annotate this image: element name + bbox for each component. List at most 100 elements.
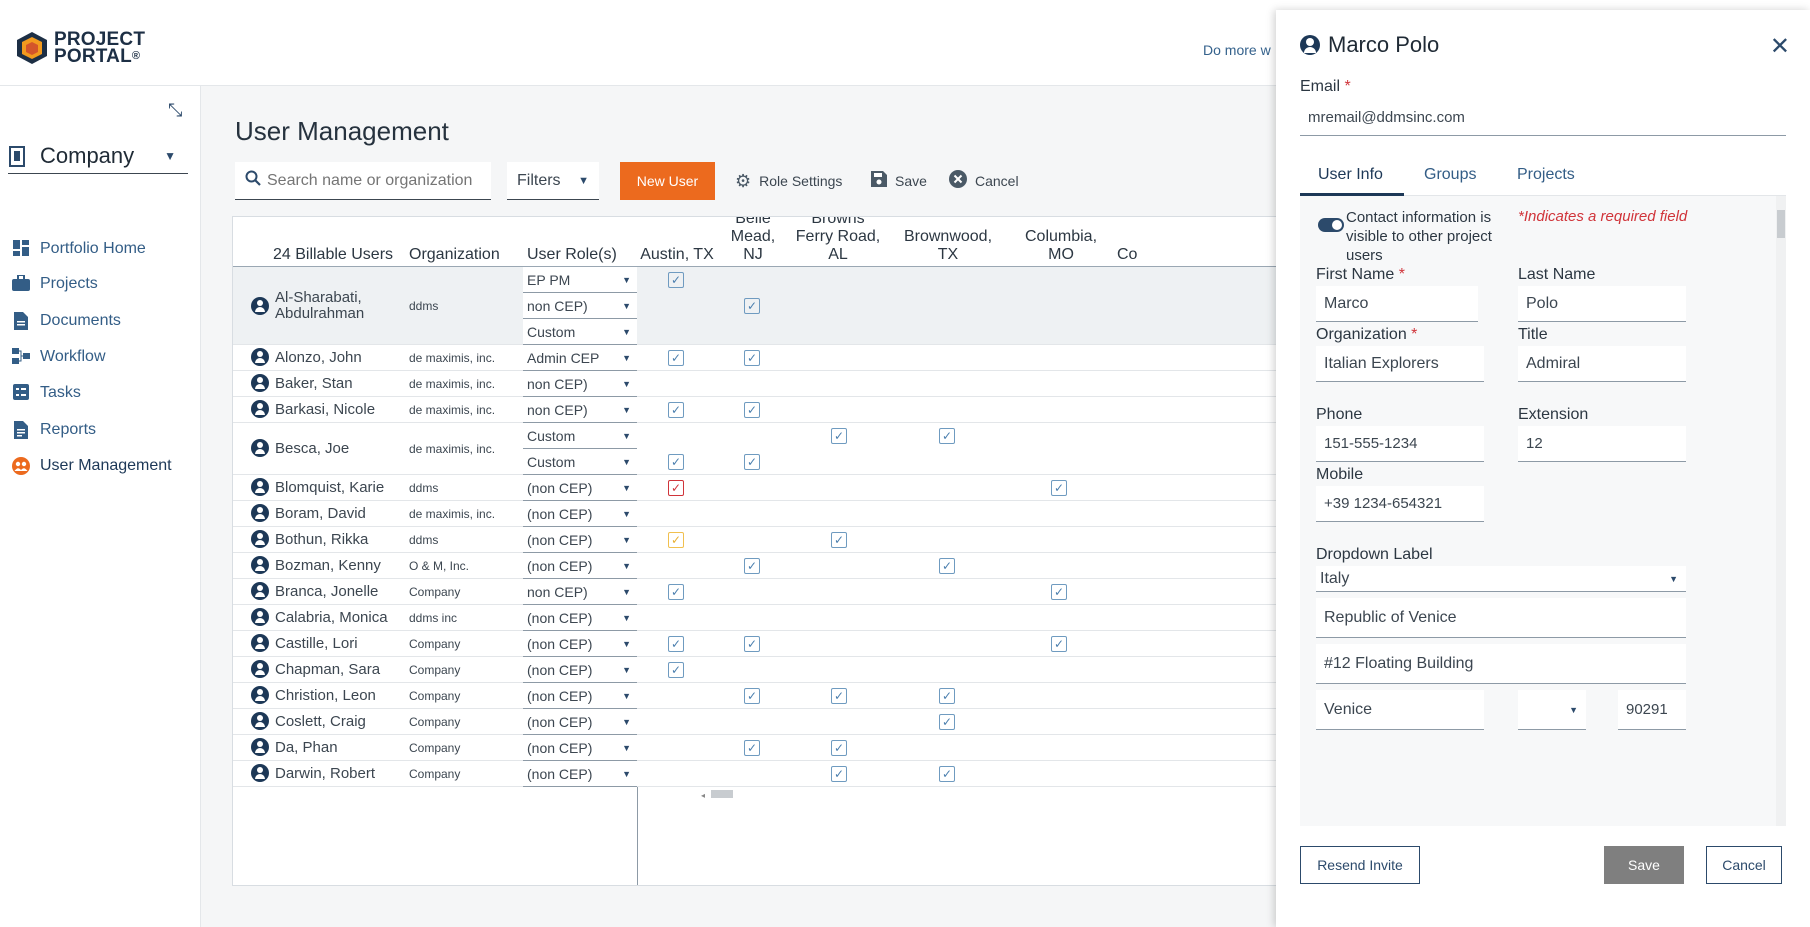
address-line-1-field[interactable]: Republic of Venice (1316, 598, 1686, 638)
table-row[interactable]: Alonzo, John de maximis, inc. Admin CEP ▼ ✓ ✓ (233, 345, 1281, 371)
role-select[interactable]: (non CEP) ▼ (523, 761, 637, 787)
location-checkbox[interactable]: ✓ (668, 272, 684, 288)
table-row[interactable]: Boram, David de maximis, inc. (non CEP) ▼ (233, 501, 1281, 527)
organization-field[interactable]: Italian Explorers (1316, 346, 1484, 382)
vertical-scrollbar[interactable] (1776, 196, 1786, 826)
city-field[interactable]: Venice (1316, 690, 1484, 730)
user-name-cell[interactable]: Al-Sharabati, Abdulrahman (251, 290, 395, 322)
user-name-cell[interactable]: Barkasi, Nicole (251, 400, 375, 418)
do-more-link[interactable]: Do more w (1203, 42, 1271, 58)
role-select[interactable]: (non CEP) ▼ (523, 527, 637, 553)
last-name-field[interactable]: Polo (1518, 286, 1686, 322)
header-location[interactable]: Co (1117, 246, 1138, 263)
phone-field[interactable]: 151-555-1234 (1316, 426, 1484, 462)
role-select[interactable]: Custom ▼ (523, 449, 637, 475)
user-name-cell[interactable]: Bothun, Rikka (251, 530, 368, 548)
location-checkbox[interactable]: ✓ (744, 558, 760, 574)
user-name-cell[interactable]: Darwin, Robert (251, 764, 375, 782)
table-row[interactable]: Blomquist, Karie ddms (non CEP) ▼ ✓ ✓ (233, 475, 1281, 501)
user-name-cell[interactable]: Castille, Lori (251, 634, 358, 652)
table-row[interactable]: Calabria, Monica ddms inc (non CEP) ▼ (233, 605, 1281, 631)
role-select[interactable]: (non CEP) ▼ (523, 631, 637, 657)
role-select[interactable]: Custom ▼ (523, 423, 637, 449)
user-name-cell[interactable]: Branca, Jonelle (251, 582, 378, 600)
header-location[interactable]: Austin, TX (640, 246, 714, 263)
close-icon[interactable]: ✕ (1769, 33, 1790, 60)
table-row[interactable]: Chapman, Sara Company (non CEP) ▼ ✓ (233, 657, 1281, 683)
location-checkbox[interactable]: ✓ (831, 532, 847, 548)
scrollbar-thumb[interactable] (1777, 210, 1785, 238)
table-row[interactable]: Baker, Stan de maximis, inc. non CEP) ▼ (233, 371, 1281, 397)
location-checkbox[interactable]: ✓ (668, 480, 684, 496)
role-select[interactable]: (non CEP) ▼ (523, 683, 637, 709)
role-select[interactable]: (non CEP) ▼ (523, 553, 637, 579)
user-name-cell[interactable]: Besca, Joe (251, 439, 349, 457)
table-row[interactable]: Christion, Leon Company (non CEP) ▼ ✓ ✓ ✓ (233, 683, 1281, 709)
location-checkbox[interactable]: ✓ (939, 766, 955, 782)
collapse-icon[interactable]: ⤡ (168, 100, 183, 120)
project-portal-logo[interactable]: PROJECT PORTAL® (14, 30, 145, 66)
header-location[interactable]: Browns Ferry Road, AL (795, 216, 881, 263)
role-select[interactable]: (non CEP) ▼ (523, 501, 637, 527)
location-checkbox[interactable]: ✓ (939, 558, 955, 574)
header-user-roles[interactable]: User Role(s) (527, 246, 617, 263)
role-select[interactable]: (non CEP) ▼ (523, 709, 637, 735)
role-select[interactable]: non CEP) ▼ (523, 579, 637, 605)
role-select[interactable]: Admin CEP ▼ (523, 345, 637, 371)
header-location[interactable]: Columbia, MO (1024, 228, 1098, 263)
cancel-button[interactable]: Cancel (949, 162, 1019, 200)
table-row[interactable]: Bothun, Rikka ddms (non CEP) ▼ ✓ ✓ (233, 527, 1281, 553)
location-checkbox[interactable]: ✓ (831, 428, 847, 444)
location-checkbox[interactable]: ✓ (939, 688, 955, 704)
location-checkbox[interactable]: ✓ (744, 402, 760, 418)
drawer-cancel-button[interactable]: Cancel (1706, 846, 1782, 884)
tab-groups[interactable]: Groups (1424, 166, 1477, 183)
role-select[interactable]: non CEP) ▼ (523, 293, 637, 319)
title-field[interactable]: Admiral (1518, 346, 1686, 382)
email-field[interactable]: mremail@ddmsinc.com (1300, 100, 1786, 136)
role-select[interactable]: EP PM ▼ (523, 267, 637, 293)
search-input[interactable] (267, 171, 487, 190)
zip-field[interactable]: 90291 (1618, 690, 1686, 730)
role-select[interactable]: non CEP) ▼ (523, 371, 637, 397)
user-name-cell[interactable]: Baker, Stan (251, 374, 353, 392)
company-selector[interactable]: Company ▼ (8, 138, 188, 174)
location-checkbox[interactable]: ✓ (668, 636, 684, 652)
location-checkbox[interactable]: ✓ (668, 402, 684, 418)
location-checkbox[interactable]: ✓ (744, 688, 760, 704)
contact-visibility-toggle[interactable] (1318, 218, 1344, 232)
location-checkbox[interactable]: ✓ (744, 298, 760, 314)
user-name-cell[interactable]: Bozman, Kenny (251, 556, 381, 574)
user-name-cell[interactable]: Coslett, Craig (251, 712, 366, 730)
table-row[interactable]: Darwin, Robert Company (non CEP) ▼ ✓ ✓ (233, 761, 1281, 787)
role-select[interactable]: (non CEP) ▼ (523, 605, 637, 631)
new-user-button[interactable]: New User (620, 162, 715, 200)
location-checkbox[interactable]: ✓ (668, 584, 684, 600)
table-row[interactable]: Castille, Lori Company (non CEP) ▼ ✓ ✓ ✓ (233, 631, 1281, 657)
header-location[interactable]: Belle Mead, NJ (730, 216, 776, 263)
tab-user-info[interactable]: User Info (1300, 162, 1404, 196)
location-checkbox[interactable]: ✓ (831, 740, 847, 756)
sidebar-item-documents[interactable]: Documents (0, 306, 200, 336)
mobile-field[interactable]: +39 1234-654321 (1316, 486, 1484, 522)
header-location[interactable]: Brownwood, TX (903, 228, 993, 263)
user-name-cell[interactable]: Chapman, Sara (251, 660, 380, 678)
location-checkbox[interactable]: ✓ (939, 714, 955, 730)
horizontal-scrollbar[interactable]: ◂ (699, 787, 1219, 800)
search-box[interactable] (235, 162, 491, 200)
address-line-2-field[interactable]: #12 Floating Building (1316, 644, 1686, 684)
location-checkbox[interactable]: ✓ (744, 636, 760, 652)
user-name-cell[interactable]: Boram, David (251, 504, 366, 522)
user-name-cell[interactable]: Calabria, Monica (251, 608, 388, 626)
header-users[interactable]: 24 Billable Users (272, 246, 394, 263)
resend-invite-button[interactable]: Resend Invite (1300, 846, 1420, 884)
location-checkbox[interactable]: ✓ (1051, 584, 1067, 600)
save-button[interactable]: Save (871, 162, 927, 200)
extension-field[interactable]: 12 (1518, 426, 1686, 462)
table-row[interactable]: Al-Sharabati, Abdulrahman ddms EP PM ▼ non C… (233, 267, 1281, 345)
country-select[interactable]: Italy ▼ (1316, 566, 1686, 592)
location-checkbox[interactable]: ✓ (668, 532, 684, 548)
table-row[interactable]: Branca, Jonelle Company non CEP) ▼ ✓ ✓ (233, 579, 1281, 605)
location-checkbox[interactable]: ✓ (831, 688, 847, 704)
role-settings-button[interactable]: ⚙ Role Settings (735, 162, 842, 200)
